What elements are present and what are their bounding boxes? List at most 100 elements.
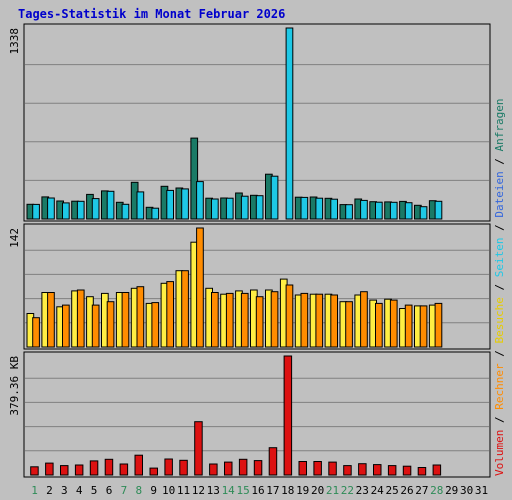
bar-rechner-9 [151,302,160,348]
bar-dateien-7 [121,203,130,220]
legend-item-volumen: Volumen [493,430,506,476]
bar-dateien-23 [360,199,368,220]
bar-dateien-24 [375,201,383,220]
bar-rechner-27 [419,305,428,348]
y-max-label: 379.36 KB [8,356,21,416]
bar-rechner-13 [211,292,219,348]
bar-rechner-8 [136,286,145,348]
legend-separator: / [493,218,506,238]
bar-rechner-6 [106,301,115,348]
bar-rechner-18 [285,284,294,348]
bar-dateien-11 [181,188,189,220]
y-max-label: 1338 [8,28,21,55]
bar-volumen-13 [209,463,218,476]
bar-dateien-13 [211,198,219,220]
bar-dateien-25 [389,201,398,220]
bar-dateien-2 [47,197,55,220]
x-tick-label: 18 [281,484,294,497]
bar-volumen-19 [298,461,307,476]
y-max-label: 142 [8,228,21,248]
bar-volumen-25 [387,465,397,476]
bar-volumen-2 [45,462,54,476]
bar-rechner-1 [32,317,40,348]
bar-dateien-17 [270,175,279,220]
panel-frame [23,23,491,222]
bar-dateien-15 [240,195,249,220]
bar-dateien-9 [151,207,160,220]
bar-rechner-23 [360,291,368,348]
bar-volumen-16 [253,460,263,476]
chart-panel-2: 142 [8,223,491,350]
legend-item-seiten: Seiten [493,238,506,278]
legend-item-dateien: Dateien [493,171,506,217]
bar-volumen-14 [224,461,233,476]
legend-item-anfragen: Anfragen [493,98,506,151]
bar-anfragen-12 [190,137,199,220]
legend-item-rechner: Rechner [493,363,506,410]
bar-rechner-25 [389,299,398,348]
bar-rechner-16 [255,296,264,348]
bar-dateien-5 [91,198,100,220]
bar-dateien-20 [315,197,324,220]
x-tick-label: 24 [371,484,385,497]
bar-rechner-11 [181,270,189,348]
panel-frame [23,351,491,478]
bar-dateien-16 [255,195,264,220]
bar-rechner-28 [434,302,443,348]
bar-dateien-21 [330,198,338,220]
bar-volumen-5 [89,460,99,476]
x-tick-label: 2 [46,484,53,497]
x-tick-label: 7 [121,484,128,497]
bar-volumen-20 [313,461,322,476]
bar-rechner-4 [76,289,85,348]
bar-volumen-1 [30,466,39,476]
bar-dateien-12 [196,181,204,220]
chart-panels: 1338 142 379.36 KB [8,23,491,478]
x-tick-label: 22 [341,484,354,497]
x-tick-label: 26 [400,484,413,497]
bar-dateien-10 [166,189,175,220]
x-tick-label: 8 [135,484,142,497]
legend-separator: / [493,410,506,430]
bar-dateien-8 [136,191,145,220]
x-tick-label: 1 [31,484,38,497]
x-tick-label: 25 [385,484,398,497]
bar-volumen-12 [194,421,203,476]
x-tick-label: 28 [430,484,443,497]
x-tick-label: 21 [326,484,339,497]
bar-dateien-6 [106,190,115,220]
legend-separator: / [493,344,506,364]
bar-rechner-17 [270,291,279,348]
bar-rechner-7 [121,292,130,348]
bar-rechner-3 [62,304,70,348]
bar-volumen-10 [164,458,173,476]
bar-volumen-27 [417,467,427,476]
x-tick-label: 16 [251,484,264,497]
bar-volumen-6 [104,458,114,476]
x-tick-label: 10 [162,484,175,497]
bar-rechner-12 [196,227,204,348]
x-tick-label: 4 [76,484,83,497]
bar-dateien-19 [300,196,309,220]
bar-volumen-11 [179,459,188,476]
legend: Volumen / Rechner / Besuche / Seiten / D… [493,98,506,476]
bar-rechner-24 [375,302,383,348]
bar-rechner-26 [404,304,413,348]
legend-separator: / [493,277,506,297]
bar-volumen-4 [74,464,84,476]
bar-rechner-19 [300,292,309,348]
bar-rechner-21 [330,294,338,348]
bar-rechner-2 [47,292,55,348]
bar-rechner-5 [91,304,100,348]
bar-dateien-27 [419,206,428,220]
x-tick-label: 11 [177,484,190,497]
bar-dateien-28 [434,200,443,220]
bar-rechner-10 [166,281,175,348]
legend-item-besuche: Besuche [493,297,506,343]
chart-panel-1: 1338 [8,23,491,222]
bar-volumen-23 [358,463,367,476]
legend-separator: / [493,151,506,171]
chart-title: Tages-Statistik im Monat Februar 2026 [18,7,285,21]
bar-rechner-15 [240,292,249,348]
x-tick-label: 27 [415,484,428,497]
